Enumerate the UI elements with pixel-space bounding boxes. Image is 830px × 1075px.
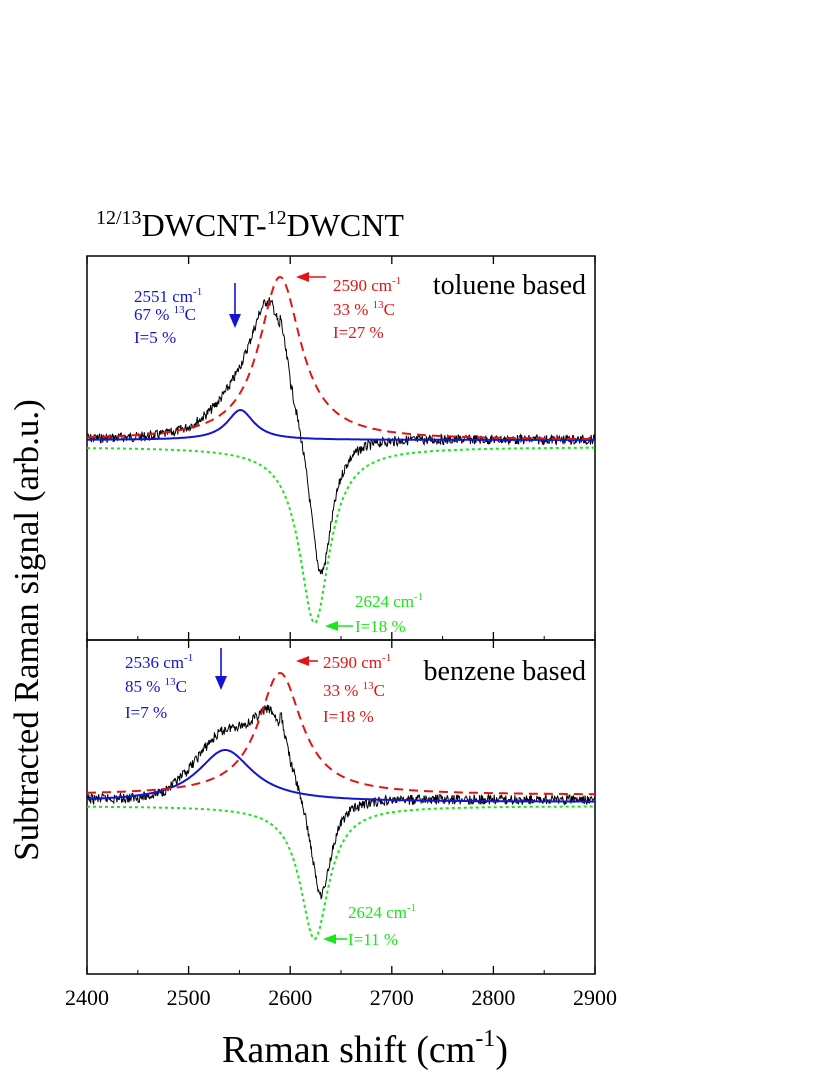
series-top-measured: [86, 297, 596, 575]
annotation-bottom-blue-center: 2536 cm-1: [125, 652, 193, 672]
title-sup-2: 12: [267, 207, 287, 229]
annotation-bottom-blue: 2536 cm-1 85 % 13C I=7 %: [125, 652, 193, 722]
arrow-top-green: [325, 621, 353, 631]
annotation-bottom-red-intensity: I=18 %: [323, 707, 374, 726]
panel-top-x-ticks: [86, 256, 596, 640]
annotation-top-green-intensity: I=18 %: [355, 617, 406, 636]
annotation-top-blue-center: 2551 cm-1: [134, 286, 202, 306]
x-axis-label: Raman shift (cm-1): [222, 1026, 508, 1071]
arrow-top-red: [296, 272, 326, 282]
x-axis-label-end: ): [495, 1029, 508, 1071]
series-top-green: [87, 446, 596, 625]
panel-top-title: toluene based: [433, 270, 586, 301]
annotation-top-green: 2624 cm-1 I=18 %: [355, 591, 423, 636]
x-axis-label-main: Raman shift (cm: [222, 1029, 475, 1071]
x-tick-label-2900: 2900: [573, 985, 617, 1010]
series-top-blue: [87, 408, 595, 441]
annotation-bottom-blue-percent: 85 % 13C: [125, 676, 187, 696]
figure-title: 12/13DWCNT-12DWCNT: [96, 207, 404, 243]
title-base-1: DWCNT-: [142, 207, 267, 243]
annotation-top-red-intensity: I=27 %: [333, 323, 384, 342]
series-bottom-red: [86, 671, 595, 796]
annotation-top-red: 2590 cm-1 33 % 13C I=27 %: [333, 275, 401, 342]
panel-bottom-title: benzene based: [424, 656, 586, 687]
x-tick-label-2800: 2800: [471, 985, 515, 1010]
series-bottom-green: [87, 805, 595, 941]
annotation-bottom-blue-intensity: I=7 %: [125, 703, 167, 722]
annotation-bottom-green-intensity: I=11 %: [348, 930, 398, 949]
annotation-bottom-red-center: 2590 cm-1: [323, 652, 391, 672]
arrow-bottom-green: [323, 934, 347, 944]
annotation-top-red-center: 2590 cm-1: [333, 275, 401, 295]
x-tick-label-2700: 2700: [370, 985, 414, 1010]
annotation-bottom-green: 2624 cm-1 I=11 %: [348, 902, 416, 949]
panel-top: toluene based 2551 cm-1 67 % 13C I=5 % 2…: [86, 255, 596, 641]
x-axis-label-sup: -1: [475, 1026, 495, 1052]
panel-bottom-curves: [86, 671, 596, 941]
panel-top-curves: [86, 275, 596, 625]
x-tick-label-2400: 2400: [65, 985, 109, 1010]
arrow-top-blue: [229, 283, 241, 328]
panel-bottom-x-ticks: [86, 640, 596, 974]
arrow-bottom-blue: [215, 648, 227, 690]
annotation-top-blue-intensity: I=5 %: [134, 328, 176, 347]
series-bottom-blue: [87, 749, 595, 803]
annotation-bottom-green-center: 2624 cm-1: [348, 902, 416, 922]
annotation-bottom-red-percent: 33 % 13C: [323, 680, 385, 700]
annotation-top-blue-percent: 67 % 13C: [134, 304, 196, 324]
x-tick-label-2600: 2600: [268, 985, 312, 1010]
x-tick-label-2500: 2500: [167, 985, 211, 1010]
y-axis-label: Subtracted Raman signal (arb.u.): [7, 399, 46, 861]
title-base-2: DWCNT: [287, 207, 405, 243]
annotation-top-red-percent: 33 % 13C: [333, 299, 395, 319]
annotation-top-blue: 2551 cm-1 67 % 13C I=5 %: [134, 286, 202, 347]
panel-bottom: benzene based 2536 cm-1 85 % 13C I=7 % 2…: [86, 639, 596, 975]
x-tick-labels: 2400 2500 2600 2700 2800 2900: [65, 985, 617, 1010]
annotation-bottom-red: 2590 cm-1 33 % 13C I=18 %: [323, 652, 391, 726]
series-top-red: [87, 275, 595, 440]
annotation-top-green-center: 2624 cm-1: [355, 591, 423, 611]
arrow-bottom-red: [296, 656, 318, 666]
title-sup-1: 12/13: [96, 207, 142, 229]
